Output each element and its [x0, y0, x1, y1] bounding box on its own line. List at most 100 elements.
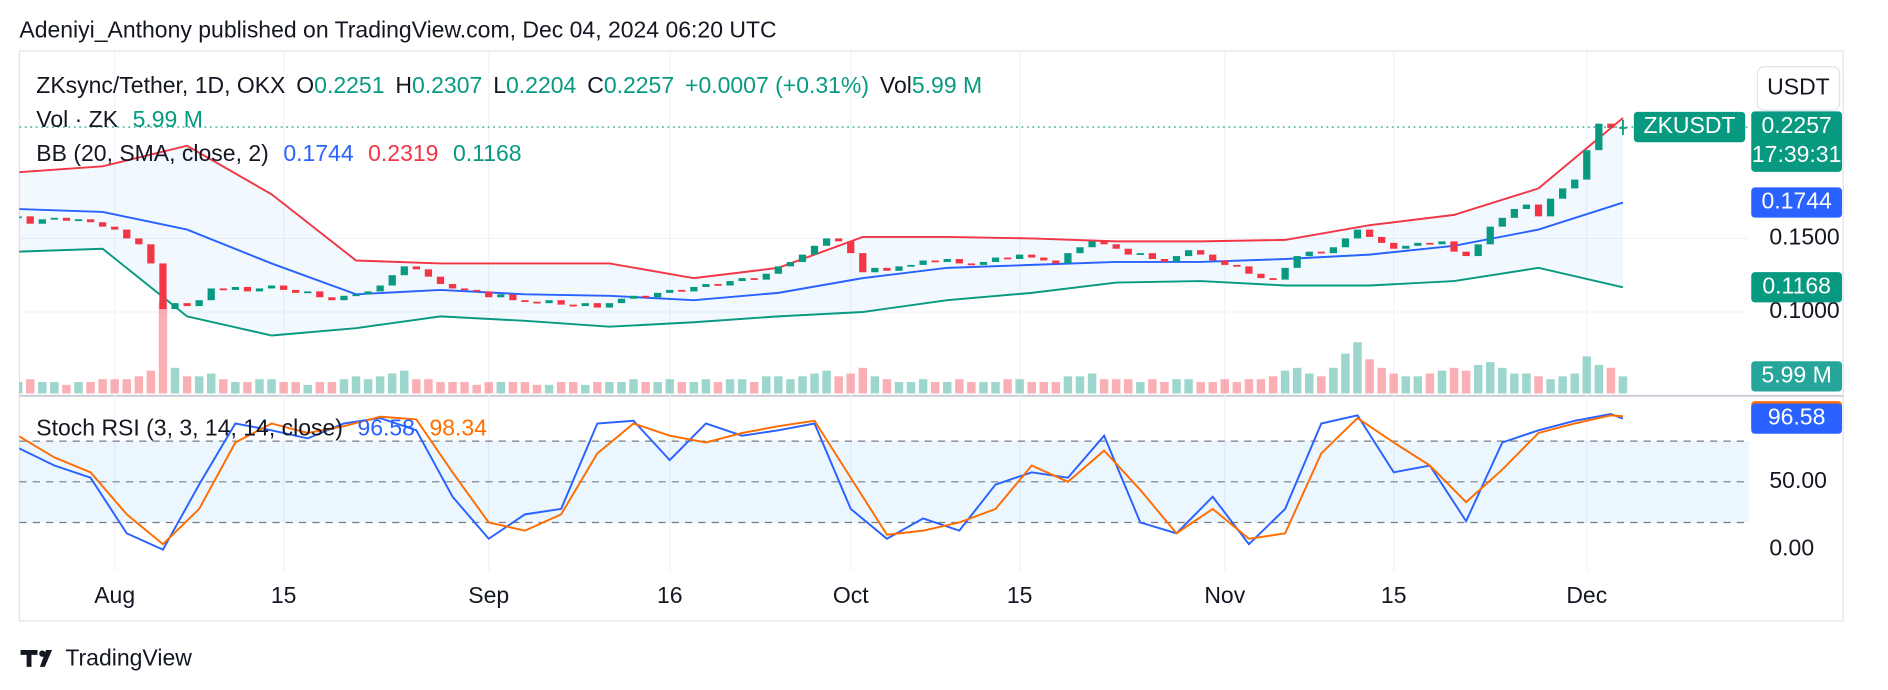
candle-body: [569, 304, 577, 307]
candle-body: [292, 289, 300, 293]
low-value: 0.2204: [506, 72, 577, 98]
volume-bar: [1522, 373, 1531, 394]
candle-body: [424, 269, 433, 277]
candle-body: [617, 298, 626, 304]
candle-body: [1534, 204, 1543, 217]
candle-body: [1426, 242, 1434, 245]
volume-bar: [86, 382, 95, 394]
candle-body: [388, 275, 396, 286]
o-label: O: [296, 72, 314, 98]
candle-body: [1353, 229, 1362, 239]
candle-body: [1112, 244, 1120, 249]
bb-line: [19, 247, 1624, 337]
candle-body: [171, 303, 179, 310]
candle-body: [1136, 253, 1144, 255]
volume-bar: [568, 382, 578, 394]
axes: Aug 15 Sep 16 Oct 15 Nov 15 Dec0.10000.15000.005…: [94, 111, 1843, 608]
volume-bar: [363, 379, 373, 394]
candle-body: [1209, 254, 1217, 261]
volume-bar: [629, 379, 638, 394]
stoch-line: [19, 413, 1624, 551]
symbol-tag: ZKUSDT: [1644, 112, 1736, 138]
candle-body: [98, 222, 107, 227]
candle-body: [1583, 150, 1591, 180]
volume-bar: [641, 382, 650, 394]
volume-bar: [677, 382, 687, 394]
candle-body: [774, 266, 782, 274]
volume-bar: [327, 382, 337, 394]
symbol-legend: ZKsync/Tether, 1D, OKX O0.2251 H0.2307 L0.2…: [36, 72, 982, 98]
candle-body: [412, 266, 420, 270]
volume-bar: [315, 382, 325, 394]
volume-bar: [1305, 373, 1314, 394]
candle-body: [678, 289, 686, 292]
candle-body: [26, 216, 34, 224]
volume-bar: [1184, 379, 1193, 394]
volume-bar: [1558, 376, 1567, 394]
volume-bar: [906, 382, 916, 394]
volume-bar: [544, 384, 554, 394]
candle-body: [859, 253, 867, 273]
candle-body: [1474, 244, 1482, 257]
candle-body: [871, 267, 879, 273]
volume-bar: [1353, 342, 1362, 394]
volume-bar: [943, 382, 952, 394]
bb-lower-tag-bg: [1751, 272, 1843, 303]
volume-bar: [484, 382, 493, 394]
volume-bar: [1461, 370, 1471, 394]
candle-body: [195, 300, 203, 307]
volume-bar: [617, 382, 626, 394]
stoch-k-tag-bg: [1751, 403, 1843, 434]
x-tick-label: Nov: [1204, 582, 1245, 608]
candle-body: [702, 284, 710, 287]
candle-body: [1450, 241, 1458, 252]
candle-body: [1257, 273, 1265, 279]
currency-button[interactable]: [1756, 66, 1841, 111]
volume-bar: [351, 376, 361, 394]
volume-bar: [1449, 367, 1459, 394]
candle-body: [1184, 250, 1193, 257]
volume-bar: [1437, 370, 1447, 394]
candle-body: [533, 301, 541, 304]
footer-brand: TradingView: [65, 645, 192, 671]
volume-bar: [219, 379, 228, 394]
candle-body: [666, 289, 674, 293]
candle-body: [1402, 245, 1410, 249]
candle-body: [255, 288, 264, 292]
bb-basis-tag-bg: [1751, 187, 1843, 218]
candle-body: [1341, 238, 1350, 248]
volume-bar: [1534, 376, 1543, 394]
c-label: C: [587, 72, 604, 98]
candle-body: [448, 284, 457, 289]
candle-body: [1522, 204, 1531, 210]
stoch-legend: Stoch RSI (3, 3, 14, 14, close) 96.58 98.3…: [36, 415, 487, 441]
volume-bar: [291, 382, 300, 394]
candle-body: [907, 264, 915, 267]
candle-body: [1124, 248, 1132, 255]
volume-bar: [122, 379, 131, 394]
volume-bar: [991, 382, 1000, 394]
volume-bar: [436, 382, 445, 394]
stoch-k: 96.58: [357, 415, 415, 441]
volume-bar: [749, 382, 759, 394]
volume-bar: [50, 382, 59, 394]
volume-bar: [460, 382, 469, 394]
currency[interactable]: USDT: [1767, 74, 1830, 100]
x-tick-label: 15: [1381, 582, 1407, 608]
x-tick-label: Oct: [833, 582, 869, 608]
bb-lower-tag: 0.1168: [1762, 272, 1831, 298]
countdown: 17:39:31: [1752, 141, 1841, 167]
volume-bar: [110, 379, 119, 394]
volume-bar: [496, 382, 506, 394]
volume-bar: [339, 379, 349, 394]
volume-bar: [1594, 364, 1604, 394]
candle-body: [895, 266, 903, 271]
volume-bar: [520, 382, 530, 394]
stoch-tick-label: 50.00: [1769, 467, 1827, 493]
volume-bar: [1401, 376, 1411, 394]
volume-bar: [1256, 379, 1266, 394]
stoch-d: 98.34: [429, 415, 487, 441]
candle-body: [1571, 179, 1579, 189]
volume-bar: [472, 384, 481, 394]
